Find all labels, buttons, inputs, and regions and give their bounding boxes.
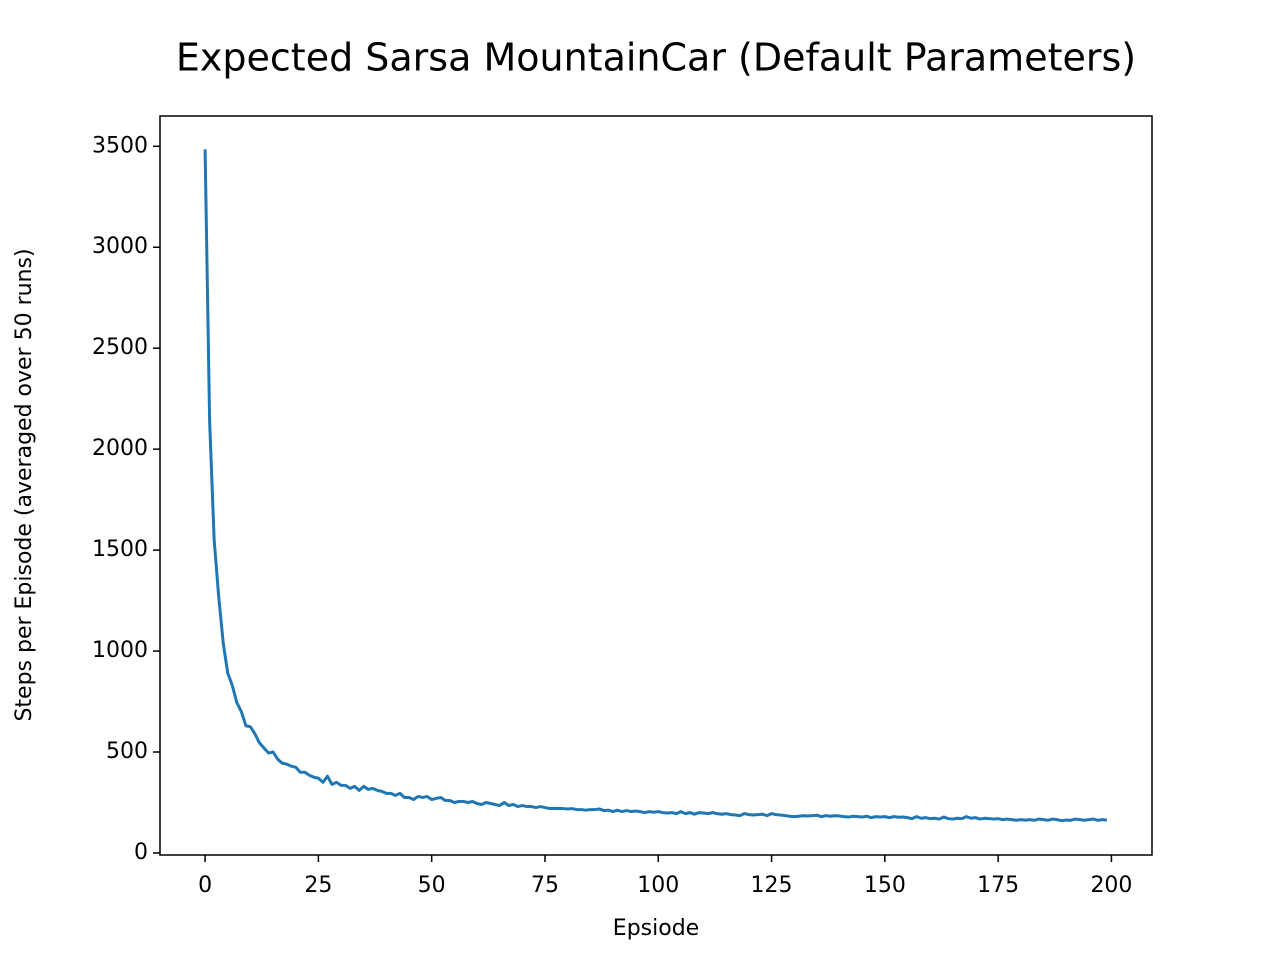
x-tick-label: 50 xyxy=(418,873,446,898)
line-series xyxy=(203,149,1108,823)
plot-frame xyxy=(159,115,1153,856)
y-tick-label: 1000 xyxy=(92,638,148,663)
x-tick-label: 175 xyxy=(977,873,1019,898)
y-axis-label: Steps per Episode (averaged over 50 runs… xyxy=(12,248,37,721)
x-tick-label: 75 xyxy=(531,873,559,898)
x-tick-label: 200 xyxy=(1090,873,1132,898)
y-tick-label: 2500 xyxy=(92,335,148,360)
y-tick-label: 3500 xyxy=(92,133,148,158)
y-tick-label: 3000 xyxy=(92,234,148,259)
y-tick-label: 0 xyxy=(134,840,148,865)
x-axis-label: Epsiode xyxy=(613,916,699,941)
y-tick-label: 2000 xyxy=(92,436,148,461)
y-tick-label: 500 xyxy=(106,739,148,764)
x-tick-label: 0 xyxy=(198,873,212,898)
x-tick-label: 100 xyxy=(637,873,679,898)
x-tick-label: 150 xyxy=(864,873,906,898)
x-tick-label: 125 xyxy=(751,873,793,898)
x-tick-label: 25 xyxy=(304,873,332,898)
chart-title: Expected Sarsa MountainCar (Default Para… xyxy=(176,36,1136,80)
y-tick-label: 1500 xyxy=(92,537,148,562)
